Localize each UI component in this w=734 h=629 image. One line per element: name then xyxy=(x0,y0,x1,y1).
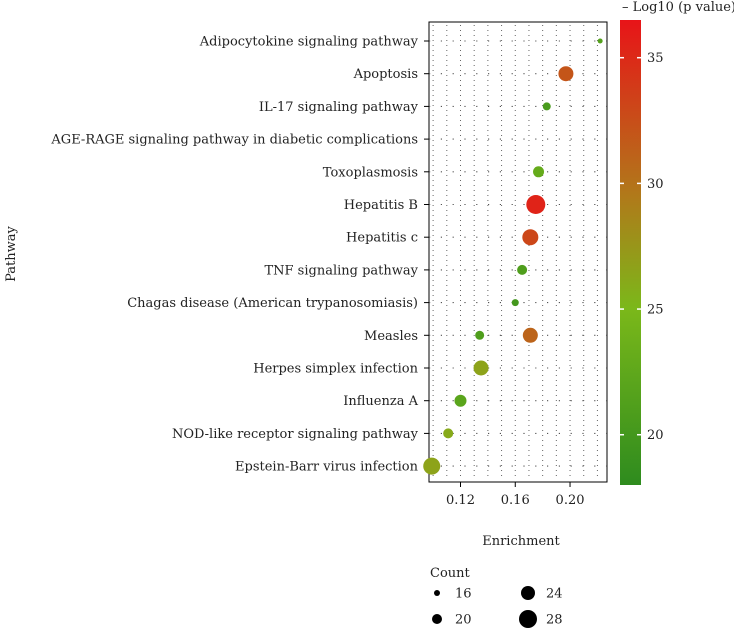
pathway-label: Herpes simplex infection xyxy=(253,362,418,377)
pathway-labels: Adipocytokine signaling pathway Apoptosis… xyxy=(50,35,418,475)
pathway-label: NOD-like receptor signaling pathway xyxy=(172,427,419,442)
pathway-label: IL-17 signaling pathway xyxy=(259,100,419,115)
data-point xyxy=(558,66,574,82)
x-tick-label: 0.20 xyxy=(556,493,585,508)
data-point xyxy=(517,264,528,275)
color-legend-tick-label: 30 xyxy=(647,177,664,192)
x-axis-ticks: 0.12 0.16 0.20 xyxy=(446,482,585,508)
color-legend-tick-label: 35 xyxy=(647,51,664,66)
data-point xyxy=(454,394,467,407)
pathway-label: AGE-RAGE signaling pathway in diabetic c… xyxy=(50,133,418,148)
pathway-label: Apoptosis xyxy=(353,67,418,82)
pathway-label: TNF signaling pathway xyxy=(264,263,418,278)
pathway-label: Chagas disease (American trypanosomiasis… xyxy=(127,296,418,311)
size-legend-items: 16 20 24 28 xyxy=(432,586,563,628)
plot-panel xyxy=(428,21,608,483)
color-legend-title: – Log10 (p value) xyxy=(622,0,734,15)
pathway-label: Hepatitis c xyxy=(346,231,418,246)
pathway-label: Influenza A xyxy=(343,394,418,409)
y-axis-ticks xyxy=(424,40,429,467)
color-legend-tick-label: 25 xyxy=(647,303,664,318)
size-legend-label: 20 xyxy=(455,613,472,628)
y-axis-title: Pathway xyxy=(4,225,19,281)
size-legend-title: Count xyxy=(430,566,471,581)
x-axis-title: Enrichment xyxy=(482,534,560,549)
size-legend-label: 28 xyxy=(546,613,563,628)
color-legend-ticks: 20 25 30 35 xyxy=(620,51,664,443)
size-legend-circle xyxy=(521,586,535,600)
size-legend-circle xyxy=(519,610,537,628)
pathway-label: Epstein-Barr virus infection xyxy=(235,460,419,475)
grid-lines xyxy=(429,25,607,480)
data-point xyxy=(443,428,454,439)
data-point xyxy=(542,102,551,111)
pathway-label: Hepatitis B xyxy=(344,198,418,213)
data-point xyxy=(533,166,545,178)
pathway-label: Adipocytokine signaling pathway xyxy=(199,35,419,50)
data-point xyxy=(597,38,603,44)
data-point xyxy=(511,299,519,307)
data-point xyxy=(475,330,485,340)
data-point xyxy=(473,360,489,376)
color-legend-tick-label: 20 xyxy=(647,428,664,443)
size-legend-label: 24 xyxy=(546,587,563,602)
size-legend-label: 16 xyxy=(455,587,472,602)
pathway-label: Toxoplasmosis xyxy=(323,165,418,180)
data-point xyxy=(522,327,538,343)
color-legend-bar xyxy=(620,20,641,485)
size-legend-circle xyxy=(434,590,440,596)
data-point xyxy=(526,195,546,214)
pathway-label: Measles xyxy=(364,329,418,344)
color-legend: – Log10 (p value) 20 25 30 35 xyxy=(620,0,734,485)
size-legend: Count 16 20 24 28 xyxy=(430,566,563,628)
data-points xyxy=(423,38,603,475)
data-point xyxy=(522,229,539,246)
size-legend-circle xyxy=(432,614,442,624)
x-tick-label: 0.16 xyxy=(501,493,530,508)
x-tick-label: 0.12 xyxy=(446,493,475,508)
data-point xyxy=(423,457,441,475)
